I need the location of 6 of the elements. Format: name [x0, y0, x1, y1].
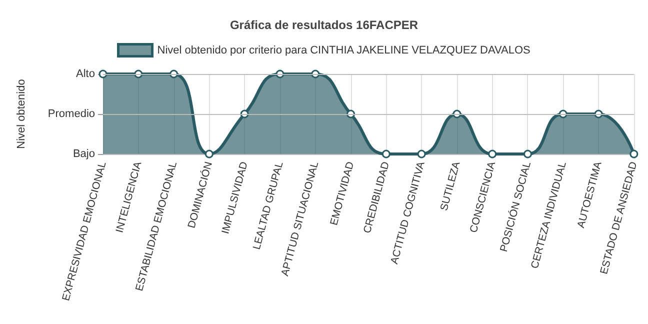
category-label: Alto [76, 68, 95, 80]
y-axis-title: Nivel obtenido [16, 79, 28, 149]
category-label: Promedio [48, 108, 95, 120]
chart-title: Gráfica de resultados 16FACPER [230, 18, 418, 32]
category-label: Bajo [72, 148, 95, 160]
legend-label: Nivel obtenido por criterio para CINTHIA JAKELINE VELAZQUEZ DAVALOS [157, 44, 530, 56]
